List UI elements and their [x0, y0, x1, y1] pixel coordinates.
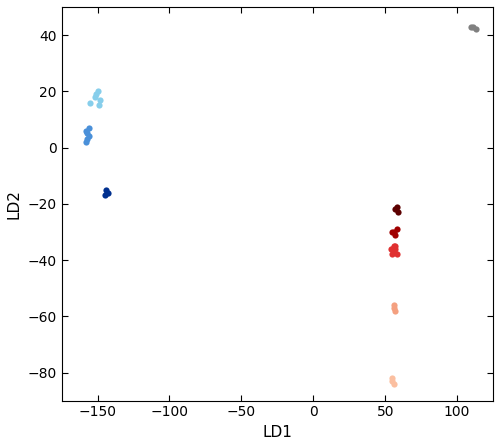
Y-axis label: LD2: LD2	[7, 189, 22, 219]
Point	[468, 23, 475, 30]
Point	[392, 242, 400, 249]
Point	[96, 96, 104, 103]
Point	[85, 133, 93, 140]
Point	[392, 251, 400, 258]
Point	[390, 242, 398, 249]
Point	[388, 375, 396, 382]
Point	[102, 186, 110, 193]
Point	[390, 380, 398, 388]
Point	[388, 377, 396, 384]
Point	[390, 228, 398, 236]
Point	[86, 99, 94, 106]
Point	[95, 102, 103, 109]
Point	[387, 245, 395, 253]
Point	[392, 226, 400, 233]
Point	[392, 307, 400, 314]
Point	[92, 91, 100, 98]
Point	[104, 189, 112, 196]
Point	[388, 228, 396, 236]
Point	[101, 192, 109, 199]
Point	[392, 245, 400, 253]
Point	[394, 209, 402, 216]
Point	[392, 203, 400, 210]
Point	[82, 127, 90, 134]
Point	[85, 124, 93, 131]
Point	[392, 206, 400, 213]
Point	[390, 301, 398, 308]
Point	[469, 23, 477, 30]
Point	[392, 231, 400, 238]
Point	[84, 135, 92, 143]
Point	[84, 130, 92, 137]
Point	[390, 304, 398, 312]
Point	[94, 88, 102, 95]
Point	[388, 245, 396, 253]
Point	[388, 251, 396, 258]
X-axis label: LD1: LD1	[262, 425, 292, 440]
Point	[82, 139, 90, 146]
Point	[472, 26, 480, 33]
Point	[90, 93, 98, 101]
Point	[390, 248, 398, 255]
